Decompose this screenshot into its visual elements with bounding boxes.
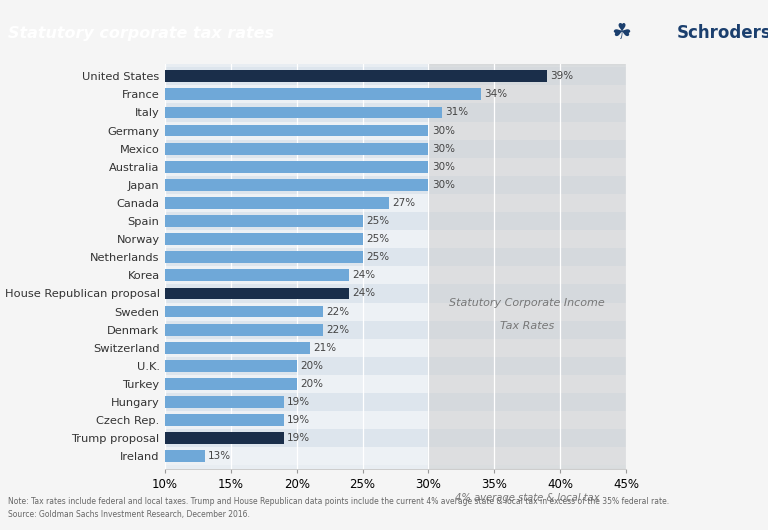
Bar — [165, 375, 626, 393]
Text: Source: Goldman Sachs Investment Research, December 2016.: Source: Goldman Sachs Investment Researc… — [8, 510, 250, 519]
Text: 21%: 21% — [313, 343, 336, 353]
Bar — [165, 285, 626, 303]
Text: Statutory Corporate Income: Statutory Corporate Income — [449, 297, 605, 307]
Text: 27%: 27% — [392, 198, 415, 208]
Bar — [165, 230, 626, 248]
Bar — [165, 266, 626, 285]
Text: 4% average state & local tax: 4% average state & local tax — [455, 493, 600, 503]
Bar — [165, 215, 362, 227]
Bar — [165, 450, 204, 462]
Bar — [165, 121, 626, 139]
Bar — [165, 432, 283, 444]
Bar — [165, 70, 547, 82]
Text: 19%: 19% — [287, 415, 310, 425]
Text: Schroders: Schroders — [677, 24, 768, 42]
Text: 25%: 25% — [366, 234, 389, 244]
Bar — [165, 321, 626, 339]
Bar — [165, 158, 626, 176]
Bar — [165, 414, 283, 426]
Bar — [165, 306, 323, 317]
Text: 30%: 30% — [432, 144, 455, 154]
Bar — [165, 143, 429, 155]
Bar — [165, 269, 349, 281]
Text: 30%: 30% — [432, 180, 455, 190]
Bar — [165, 197, 389, 209]
Text: 22%: 22% — [326, 306, 349, 316]
Bar — [165, 161, 429, 173]
Bar — [165, 396, 283, 408]
Text: 25%: 25% — [366, 216, 389, 226]
Text: 20%: 20% — [300, 361, 323, 371]
Bar — [165, 342, 310, 354]
Bar — [165, 212, 626, 230]
Text: Statutory corporate tax rates: Statutory corporate tax rates — [8, 25, 274, 41]
Bar — [165, 233, 362, 245]
Bar — [165, 288, 349, 299]
Bar — [165, 357, 626, 375]
Text: 30%: 30% — [432, 162, 455, 172]
Bar — [165, 303, 626, 321]
Bar — [165, 360, 296, 372]
Text: 34%: 34% — [485, 90, 508, 99]
Bar — [165, 411, 626, 429]
Bar — [165, 248, 626, 267]
Bar — [165, 447, 626, 465]
Text: 20%: 20% — [300, 379, 323, 389]
Bar — [165, 393, 626, 411]
Text: 39%: 39% — [550, 71, 574, 81]
Text: 31%: 31% — [445, 108, 468, 118]
Bar — [165, 324, 323, 335]
Bar — [165, 107, 442, 118]
Text: 24%: 24% — [353, 288, 376, 298]
Bar — [165, 339, 626, 357]
Text: Tax Rates: Tax Rates — [500, 321, 554, 331]
Text: 24%: 24% — [353, 270, 376, 280]
Text: 13%: 13% — [208, 452, 231, 462]
Text: 22%: 22% — [326, 325, 349, 334]
Bar — [165, 67, 626, 85]
Text: ☘: ☘ — [611, 23, 631, 43]
Text: 19%: 19% — [287, 434, 310, 443]
Bar — [165, 139, 626, 158]
Bar — [165, 89, 481, 100]
Text: Note: Tax rates include federal and local taxes. Trump and House Republican data: Note: Tax rates include federal and loca… — [8, 497, 669, 506]
Bar — [165, 103, 626, 121]
Bar — [165, 179, 429, 191]
Bar — [165, 194, 626, 212]
Bar — [165, 251, 362, 263]
Text: 19%: 19% — [287, 397, 310, 407]
Bar — [429, 64, 626, 469]
Bar — [165, 429, 626, 447]
Bar — [165, 176, 626, 194]
Bar — [165, 378, 296, 390]
Text: 30%: 30% — [432, 126, 455, 136]
Bar — [165, 125, 429, 136]
Bar — [165, 85, 626, 103]
Text: 25%: 25% — [366, 252, 389, 262]
